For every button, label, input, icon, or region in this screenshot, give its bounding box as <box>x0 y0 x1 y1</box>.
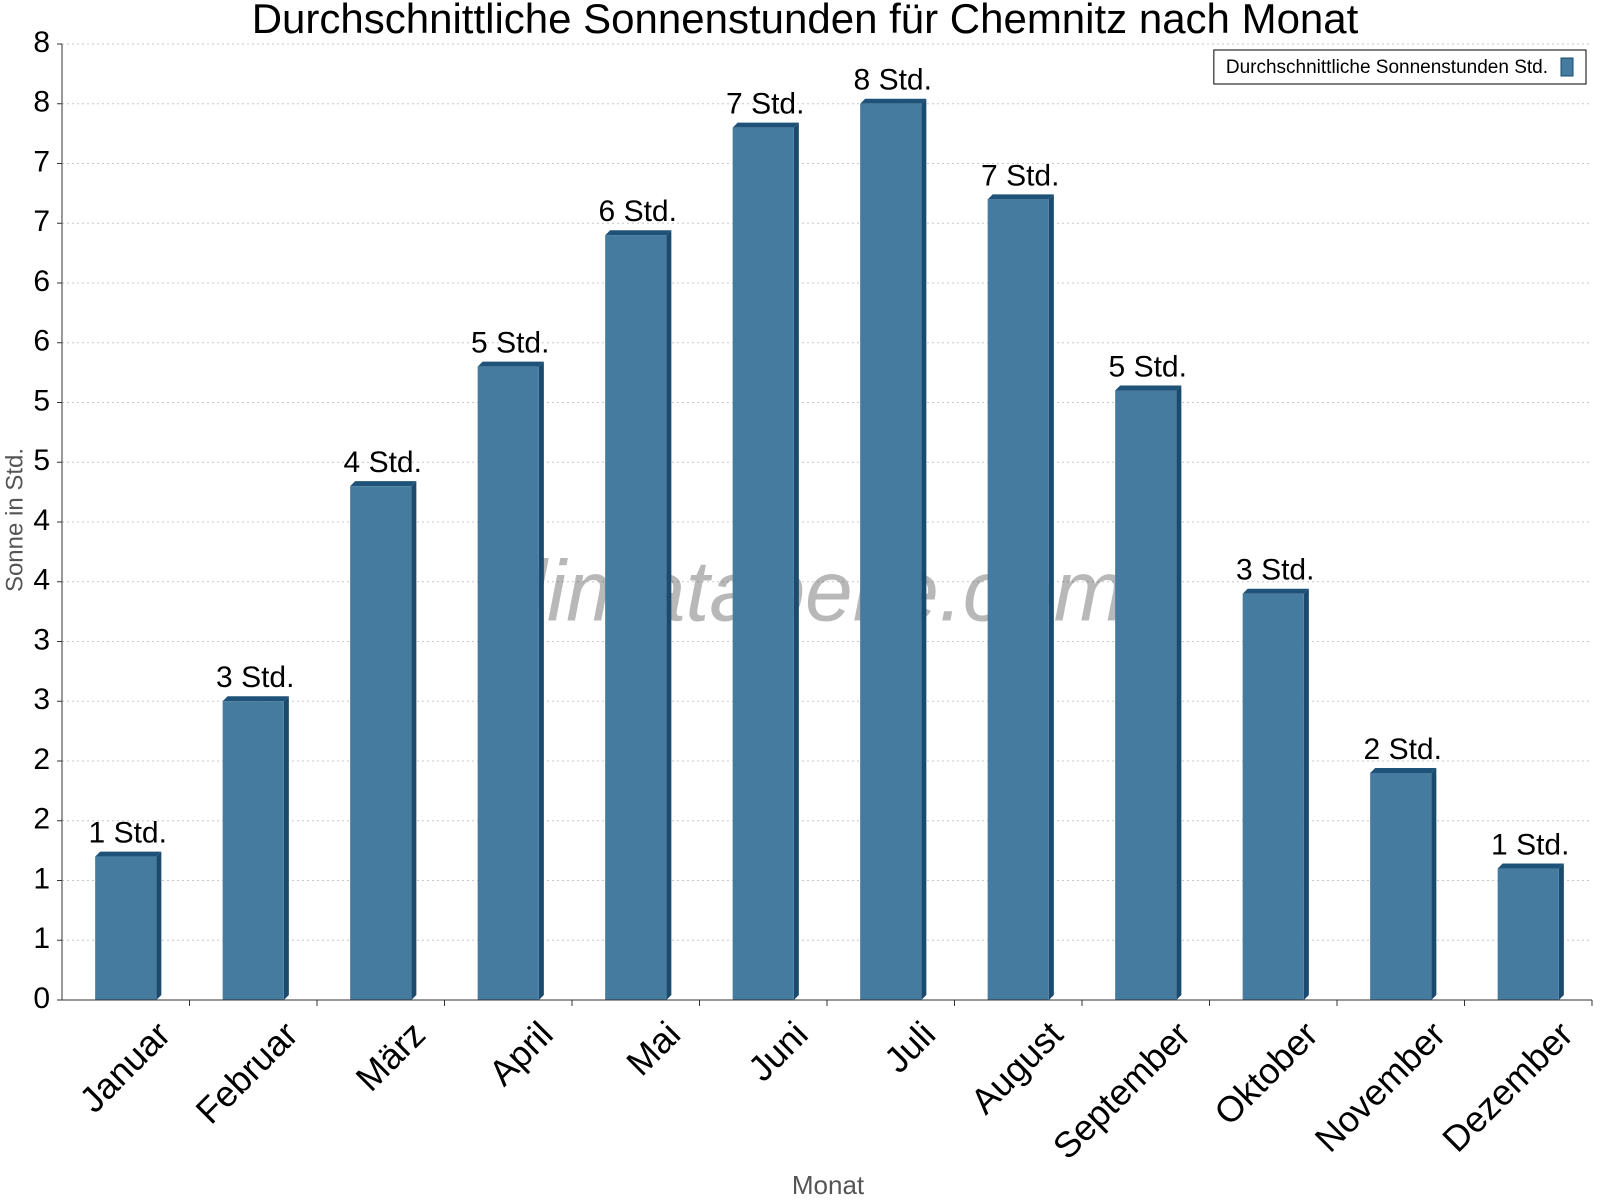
bar-side <box>1303 588 1309 1000</box>
y-tick-label: 3 <box>33 683 50 716</box>
y-tick-label: 4 <box>33 564 50 597</box>
data-label: 7 Std. <box>726 88 804 121</box>
x-tick-label: April <box>481 1013 561 1093</box>
y-tick-label: 2 <box>33 743 50 776</box>
legend-swatch <box>1560 57 1574 77</box>
y-tick-label: 8 <box>33 26 50 59</box>
y-tick-label: 0 <box>33 982 50 1015</box>
data-label: 1 Std. <box>89 817 167 850</box>
bar <box>1242 593 1304 1000</box>
data-label: 8 Std. <box>854 64 932 97</box>
x-tick-label: Juni <box>740 1013 816 1089</box>
bar-top <box>477 361 544 367</box>
legend-box <box>1213 49 1587 85</box>
x-tick-label: Dezember <box>1434 1013 1580 1159</box>
x-tick-label: Oktober <box>1206 1013 1326 1133</box>
y-tick-label: 6 <box>33 325 50 358</box>
x-tick-label: März <box>348 1013 434 1099</box>
bar <box>222 701 284 1000</box>
y-tick-label: 7 <box>33 145 50 178</box>
bar-top <box>860 98 927 104</box>
bar <box>1115 390 1177 1000</box>
bar-side <box>1558 863 1564 1000</box>
bar <box>95 856 157 1000</box>
legend-label: Durchschnittliche Sonnenstunden Std. <box>1226 57 1548 78</box>
bar-side <box>411 481 417 1000</box>
bar-top <box>222 696 289 702</box>
bar <box>350 486 412 1000</box>
bar-top <box>1497 863 1564 869</box>
data-label: 7 Std. <box>981 159 1059 192</box>
bar <box>860 103 922 1000</box>
bar-side <box>538 361 544 1000</box>
bar-top <box>732 122 799 128</box>
y-tick-label: 8 <box>33 86 50 119</box>
bar <box>1497 868 1559 1000</box>
bar-top <box>95 851 162 857</box>
bar-side <box>921 98 927 1000</box>
data-label: 1 Std. <box>1491 828 1569 861</box>
bar <box>1370 772 1432 1000</box>
x-tick-label: Januar <box>71 1013 178 1120</box>
bar-side <box>1431 767 1437 1000</box>
data-label: 3 Std. <box>1236 554 1314 587</box>
y-tick-label: 5 <box>33 384 50 417</box>
y-tick-label: 2 <box>33 803 50 836</box>
bar-side <box>793 122 799 1000</box>
x-tick-label: November <box>1307 1013 1453 1159</box>
y-tick-label: 1 <box>33 922 50 955</box>
chart-title: Durchschnittliche Sonnenstunden für Chem… <box>252 0 1359 42</box>
bar <box>732 127 794 1000</box>
y-tick-label: 7 <box>33 205 50 238</box>
x-tick-label: Februar <box>188 1013 306 1131</box>
bar-side <box>156 851 162 1000</box>
data-label: 5 Std. <box>471 327 549 360</box>
data-label: 5 Std. <box>1109 350 1187 383</box>
bar-top <box>1242 588 1309 594</box>
bar-side <box>1176 385 1182 1000</box>
bar-top <box>1115 385 1182 391</box>
bar-top <box>1370 767 1437 773</box>
bar-side <box>666 230 672 1000</box>
bar <box>987 199 1049 1001</box>
legend: Durchschnittliche Sonnenstunden Std. <box>1213 49 1587 85</box>
bar <box>605 235 667 1000</box>
bar <box>477 366 539 1000</box>
bar-side <box>1048 194 1054 1001</box>
y-tick-label: 1 <box>33 862 50 895</box>
data-label: 4 Std. <box>344 446 422 479</box>
bar-top <box>605 230 672 236</box>
data-label: 2 Std. <box>1364 733 1442 766</box>
data-label: 3 Std. <box>216 661 294 694</box>
x-tick-label: Mai <box>618 1013 688 1083</box>
x-tick-label: Juli <box>876 1013 943 1080</box>
bar-side <box>283 696 289 1000</box>
bar-top <box>987 194 1054 200</box>
y-tick-label: 6 <box>33 265 50 298</box>
bar-top <box>350 481 417 487</box>
y-axis-label: Sonne in Std. <box>1 448 28 592</box>
y-tick-label: 4 <box>33 504 50 537</box>
x-tick-label: September <box>1045 1013 1199 1167</box>
x-axis-label: Monat <box>792 1170 865 1200</box>
x-tick-label: August <box>962 1013 1070 1121</box>
data-label: 6 Std. <box>599 195 677 228</box>
y-tick-label: 5 <box>33 444 50 477</box>
y-tick-label: 3 <box>33 623 50 656</box>
